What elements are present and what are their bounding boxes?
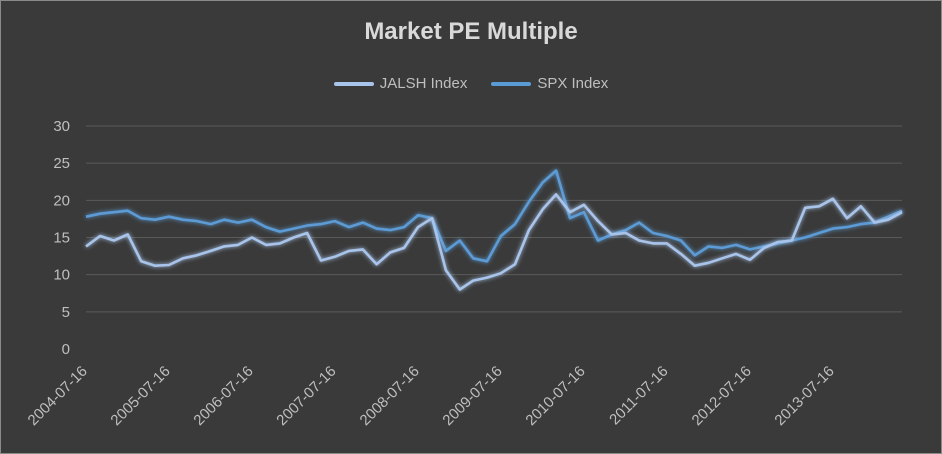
y-tick-label: 5 [62, 304, 70, 321]
series-line-jalsh [85, 193, 903, 291]
x-tick-label: 2007-07-16 [273, 363, 339, 429]
legend-swatch-spx [491, 81, 532, 86]
legend-swatch-jalsh [333, 81, 374, 86]
legend-label-spx: SPX Index [537, 75, 609, 92]
y-tick-label: 20 [53, 192, 70, 209]
legend-item-jalsh: JALSH Index [333, 75, 468, 92]
legend-label-jalsh: JALSH Index [379, 75, 468, 92]
legend: JALSH Index SPX Index [0, 75, 942, 92]
y-axis-labels: 0 5 10 15 20 25 30 [53, 118, 70, 358]
series-line-spx [85, 169, 903, 263]
x-axis-labels: 2004-07-16 2005-07-16 2006-07-16 2007-07-16… [25, 363, 838, 429]
x-tick-label: 2009-07-16 [439, 363, 505, 429]
x-tick-label: 2004-07-16 [25, 363, 91, 429]
gridlines [86, 125, 902, 313]
y-tick-label: 10 [53, 267, 70, 284]
y-tick-label: 0 [62, 341, 70, 358]
chart-title: Market PE Multiple [364, 18, 578, 45]
series-lines [85, 169, 903, 291]
legend-item-spx: SPX Index [491, 75, 608, 92]
y-tick-label: 30 [53, 118, 70, 135]
x-tick-label: 2013-07-16 [771, 363, 837, 429]
x-tick-label: 2010-07-16 [522, 363, 588, 429]
y-tick-label: 25 [53, 155, 70, 172]
x-tick-label: 2005-07-16 [107, 363, 173, 429]
y-tick-label: 15 [53, 230, 70, 247]
x-tick-label: 2006-07-16 [190, 363, 256, 429]
x-tick-label: 2012-07-16 [689, 363, 755, 429]
x-tick-label: 2008-07-16 [357, 363, 423, 429]
x-tick-label: 2011-07-16 [606, 363, 671, 428]
